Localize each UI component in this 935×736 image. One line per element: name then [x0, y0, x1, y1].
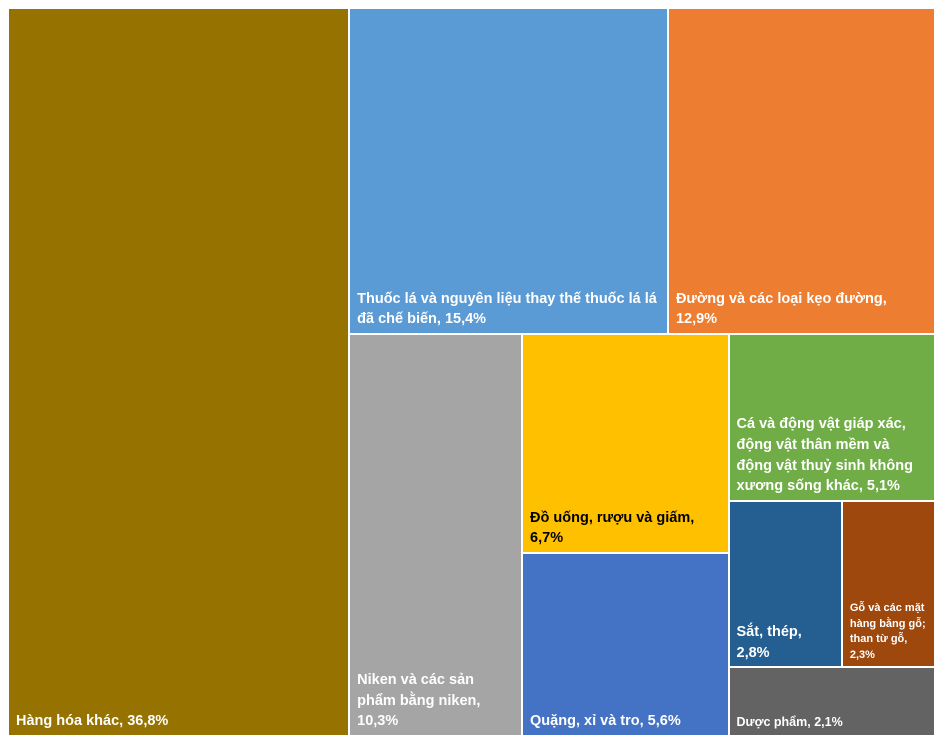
- tile: Thuốc lá và nguyên liệu thay thế thuốc l…: [349, 8, 668, 334]
- tile-label: Hàng hóa khác, 36,8%: [16, 713, 169, 730]
- tile-label: Dược phẩm, 2,1%: [736, 715, 843, 730]
- tile: Đồ uống, rượu và giấm, 6,7%: [522, 333, 729, 553]
- tile-label: Đồ uống, rượu và giấm, 6,7%: [530, 509, 695, 547]
- tile: Niken và các sản phẩm bằng niken, 10,3%: [349, 333, 523, 736]
- tile: Dược phẩm, 2,1%: [728, 667, 935, 736]
- tile: Sắt, thép, 2,8%: [728, 500, 842, 668]
- tile: Quặng, xỉ và tro, 5,6%: [522, 552, 729, 736]
- tile: Cá và động vật giáp xác, động vật thân m…: [728, 333, 935, 501]
- tile-label: Cá và động vật giáp xác, động vật thân m…: [736, 416, 913, 495]
- tile-label: Quặng, xỉ và tro, 5,6%: [530, 713, 681, 730]
- tile-label: Đường và các loại kẹo đường, 12,9%: [675, 290, 887, 328]
- tile: Gỗ và các mặt hàng bằng gỗ; than từ gỗ, …: [841, 500, 935, 668]
- tile: Hàng hóa khác, 36,8%: [8, 8, 350, 736]
- tile: Đường và các loại kẹo đường, 12,9%: [667, 8, 935, 334]
- tile-label: Niken và các sản phẩm bằng niken, 10,3%: [357, 672, 481, 730]
- tile-label: Sắt, thép, 2,8%: [736, 624, 802, 661]
- tile-label: Thuốc lá và nguyên liệu thay thế thuốc l…: [357, 290, 657, 328]
- tile-label: Gỗ và các mặt hàng bằng gỗ; than từ gỗ, …: [849, 601, 926, 661]
